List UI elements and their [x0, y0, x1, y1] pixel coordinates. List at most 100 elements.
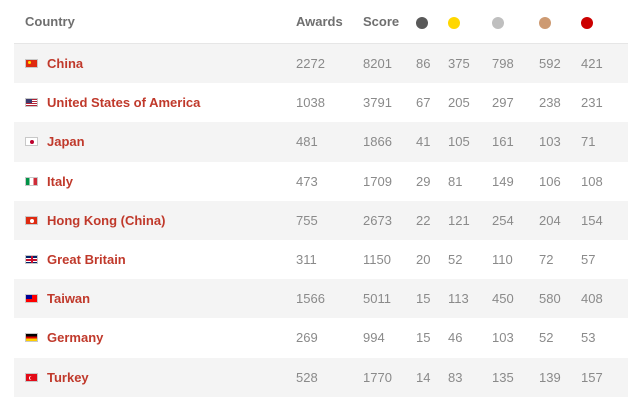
country-cell: China: [14, 56, 296, 71]
bronze-medal-cell: 580: [539, 291, 561, 307]
country-link[interactable]: Italy: [47, 173, 74, 189]
country-link[interactable]: Hong Kong (China): [47, 212, 166, 228]
country-cell: Turkey: [14, 370, 296, 385]
usa-flag-icon: [25, 98, 38, 108]
gold-medal-cell: 46: [448, 330, 463, 346]
bronze-medal-cell: 592: [539, 56, 561, 72]
country-link[interactable]: United States of America: [47, 95, 201, 111]
table-row[interactable]: Hong Kong (China) 755 2673 22 121 254 204 154: [14, 200, 628, 240]
bronze-medal-cell: 52: [539, 330, 554, 346]
awards-column-header[interactable]: Awards: [296, 14, 343, 29]
bronze-medal-cell: 72: [539, 252, 554, 268]
awards-cell: 1038: [296, 95, 325, 111]
country-link[interactable]: Japan: [47, 134, 85, 150]
bronze-medal-column-header[interactable]: [539, 14, 581, 29]
awards-cell: 1566: [296, 291, 325, 307]
score-cell: 5011: [363, 291, 391, 307]
country-cell: United States of America: [14, 95, 296, 110]
table-row[interactable]: China 2272 8201 86 375 798 592 421: [14, 44, 628, 84]
red-medal-cell: 53: [581, 330, 596, 346]
dark-gray-medal-column-header[interactable]: [416, 14, 448, 29]
red-medal-icon: [581, 16, 593, 29]
gold-medal-cell: 375: [448, 56, 470, 72]
score-cell: 3791: [363, 95, 392, 111]
hong-kong-flag-icon: [25, 215, 38, 225]
red-medal-cell: 421: [581, 56, 603, 72]
country-cell: Germany: [14, 330, 296, 345]
italy-flag-icon: [25, 176, 38, 186]
red-medal-cell: 408: [581, 291, 603, 307]
awards-cell: 2272: [296, 56, 325, 72]
table-row[interactable]: United States of America 1038 3791 67 205 297…: [14, 83, 628, 122]
table-row[interactable]: Italy 473 1709 29 81 149 106 108: [14, 162, 628, 201]
gold-medal-cell: 81: [448, 173, 463, 189]
japan-flag-icon: [25, 137, 38, 147]
red-medal-cell: 231: [581, 95, 603, 111]
dark-gray-medal-cell: 15: [416, 291, 431, 307]
gold-medal-cell: 113: [448, 291, 469, 307]
country-link[interactable]: China: [47, 56, 84, 72]
silver-medal-cell: 110: [492, 252, 513, 268]
gold-medal-cell: 83: [448, 369, 463, 385]
bronze-medal-cell: 139: [539, 369, 561, 385]
table-row[interactable]: Japan 481 1866 41 105 161 103 71: [14, 122, 628, 162]
bronze-medal-cell: 103: [539, 134, 561, 150]
country-link[interactable]: Turkey: [47, 369, 89, 385]
dark-gray-medal-cell: 86: [416, 56, 431, 72]
table-row[interactable]: Taiwan 1566 5011 15 113 450 580 408: [14, 279, 628, 319]
silver-medal-cell: 161: [492, 134, 514, 150]
silver-medal-cell: 254: [492, 212, 514, 228]
silver-medal-icon: [492, 16, 504, 29]
score-cell: 1150: [363, 252, 391, 268]
dark-gray-medal-cell: 20: [416, 252, 431, 268]
score-cell: 1770: [363, 369, 392, 385]
gold-medal-cell: 52: [448, 252, 463, 268]
red-medal-cell: 71: [581, 134, 596, 150]
red-medal-cell: 157: [581, 369, 603, 385]
dark-gray-medal-cell: 29: [416, 173, 431, 189]
ranking-table: Country Awards Score China 2272 8201 86 375 7…: [14, 0, 628, 400]
awards-cell: 473: [296, 173, 318, 189]
bronze-medal-icon: [539, 16, 551, 29]
germany-flag-icon: [25, 333, 38, 343]
gold-medal-column-header[interactable]: [448, 14, 492, 29]
awards-cell: 311: [296, 252, 317, 268]
score-cell: 8201: [363, 56, 392, 72]
red-medal-column-header[interactable]: [581, 14, 624, 29]
awards-cell: 481: [296, 134, 318, 150]
score-cell: 994: [363, 330, 385, 346]
gold-medal-icon: [448, 16, 460, 29]
country-cell: Great Britain: [14, 252, 296, 267]
table-row[interactable]: Turkey 528 1770 14 83 135 139 157: [14, 357, 628, 397]
country-link[interactable]: Germany: [47, 330, 104, 346]
dark-gray-medal-cell: 41: [416, 134, 431, 150]
china-flag-icon: [25, 59, 38, 69]
silver-medal-cell: 450: [492, 291, 514, 307]
dark-gray-medal-cell: 15: [416, 330, 431, 346]
bronze-medal-cell: 106: [539, 173, 561, 189]
score-cell: 1709: [363, 173, 392, 189]
awards-cell: 528: [296, 369, 318, 385]
silver-medal-cell: 149: [492, 173, 514, 189]
silver-medal-cell: 135: [492, 369, 514, 385]
taiwan-flag-icon: [25, 294, 38, 304]
table-row[interactable]: Germany 269 994 15 46 103 52 53: [14, 318, 628, 357]
country-cell: Japan: [14, 134, 296, 149]
red-medal-cell: 154: [581, 212, 603, 228]
awards-cell: 269: [296, 330, 318, 346]
bronze-medal-cell: 204: [539, 212, 561, 228]
red-medal-cell: 57: [581, 252, 596, 268]
gold-medal-cell: 105: [448, 134, 470, 150]
country-cell: Italy: [14, 174, 296, 189]
country-link[interactable]: Great Britain: [47, 252, 126, 268]
table-row[interactable]: Great Britain 311 1150 20 52 110 72 57: [14, 240, 628, 279]
score-cell: 2673: [363, 212, 392, 228]
gold-medal-cell: 121: [448, 212, 470, 228]
dark-gray-medal-cell: 14: [416, 369, 431, 385]
silver-medal-column-header[interactable]: [492, 14, 539, 29]
country-column-header[interactable]: Country: [25, 14, 75, 29]
red-medal-cell: 108: [581, 173, 603, 189]
country-link[interactable]: Taiwan: [47, 291, 91, 307]
silver-medal-cell: 798: [492, 56, 514, 72]
score-column-header[interactable]: Score: [363, 14, 400, 29]
